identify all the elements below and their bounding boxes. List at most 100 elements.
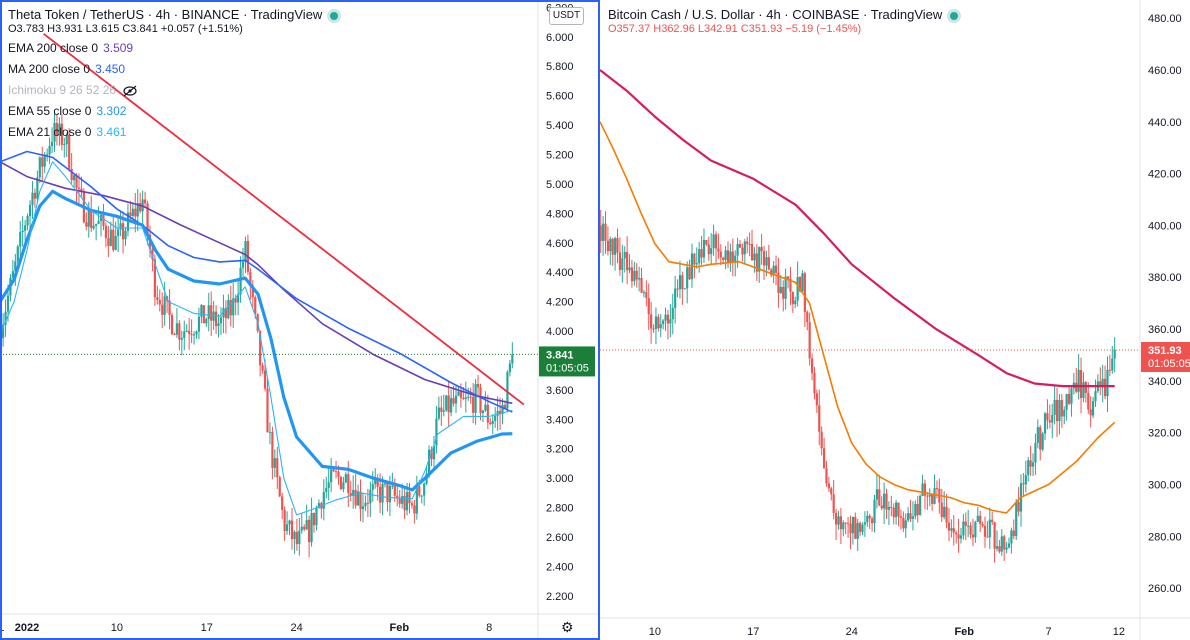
candle-body [746,241,749,244]
candle-body [408,492,411,504]
candle-body [1077,369,1080,392]
candle-body [266,388,269,433]
candle-body [774,265,778,273]
candle-body [854,516,857,539]
candle-body [163,296,166,315]
candle-body [669,319,672,324]
candle-body [1058,400,1061,422]
price-tick-label: 4.400 [546,267,574,279]
candle-body [11,271,14,278]
candle-body [295,531,298,545]
candle-body [156,297,159,300]
indicator-row[interactable]: Ichimoku 9 26 52 26 [8,80,338,101]
candle-body [102,214,105,226]
candle-body [43,154,46,167]
candle-body [919,495,922,516]
candle-body [285,524,289,531]
candle-body [192,334,196,336]
candle-body [200,305,203,317]
price-tick-label: 6.000 [546,32,574,44]
bch-symbol-title[interactable]: Bitcoin Cash / U.S. Dollar · 4h · COINBA… [608,7,943,22]
candle-body [707,244,710,255]
candle-body [686,267,689,289]
currency-button[interactable]: USDT [549,7,584,25]
candle-body [134,208,137,217]
candle-body [1051,414,1054,423]
time-tick-label: Feb [390,622,410,634]
bch-chart-pane[interactable]: 480.00 460.00 440.00 420.00 400.00 380.00 360.… [600,0,1190,640]
candle-body [63,143,66,145]
eye-off-icon[interactable] [116,83,138,97]
candle-body [717,248,720,252]
candle-body [767,257,770,270]
candle-body [681,275,684,290]
candle-body [832,494,835,513]
candle-body [827,483,830,489]
price-tick-label: 4.000 [546,326,574,338]
indicator-label: EMA 200 close 0 [8,41,99,55]
candle-body [494,415,497,422]
candle-body [381,483,384,503]
gear-icon[interactable]: ⚙ [561,619,574,635]
bch-ohlc-values: O357.37 H362.96 L342.91 C351.93 −5.19 (−… [608,23,862,35]
time-tick-label: 24 [846,626,858,638]
candle-body [87,209,90,227]
countdown-value: 01:05:05 [1148,358,1190,370]
indicator-row[interactable]: EMA 21 close 0 3.461 [8,122,338,143]
candle-body [650,314,653,329]
price-tick-label: 380.00 [1148,272,1182,284]
candle-body [1079,369,1083,399]
indicator-row[interactable]: EMA 55 close 0 3.302 [8,101,338,122]
candle-body [815,393,818,406]
candle-body [750,243,754,261]
candle-body [325,488,328,493]
candle-body [121,223,125,240]
price-tick-label: 3.200 [546,444,574,456]
candle-body [440,407,443,412]
candle-body [621,258,624,270]
candle-body [967,525,970,527]
candle-body [887,506,891,510]
candle-body [1031,462,1035,467]
theta-legend: Theta Token / TetherUS · 4h · BINANCE · … [8,4,339,143]
theta-chart-pane[interactable]: 6.000 5.800 5.600 5.400 5.200 5.000 4.800 4.600… [0,0,600,640]
candle-body [736,244,739,256]
candle-body [312,512,316,526]
candle-body [170,314,174,335]
candle-body [459,391,463,398]
candle-body [214,311,218,327]
candle-body [979,515,982,524]
candle-body [616,238,619,253]
candle-body [229,299,232,316]
price-tick-label: 260.00 [1148,583,1182,595]
candle-body [1034,442,1037,463]
candle-body [219,317,223,324]
candle-body [705,239,708,245]
candle-body [104,225,108,239]
candle-body [388,485,392,503]
candle-body [131,208,134,216]
time-tick-label: Feb [954,626,974,638]
bch-chart[interactable]: 480.00 460.00 440.00 420.00 400.00 380.00 360.… [600,0,1190,640]
candle-body [359,491,362,510]
candle-body [734,255,737,262]
candle-body [995,546,999,549]
indicator-row[interactable]: EMA 200 close 0 3.509 [8,38,338,59]
indicator-row[interactable]: MA 200 close 0 3.450 [8,59,338,80]
theta-ohlc: O3.783 H3.931 L3.615 C3.841 +0.057 (+1.5… [8,21,338,38]
theta-symbol-title[interactable]: Theta Token / TetherUS · 4h · BINANCE · … [8,7,323,22]
candle-body [810,358,814,373]
candle-body [633,270,636,282]
theta-indicator-list: EMA 200 close 0 3.509 MA 200 close 0 3.450 I… [8,38,338,143]
candle-body [923,483,927,496]
candle-body [501,404,504,415]
time-tick-label: 7 [1046,626,1052,638]
candle-body [630,267,634,282]
candle-body [427,449,431,474]
candle-body [251,285,254,298]
candle-body [657,316,660,329]
candle-body [19,232,22,247]
theta-ohlc-values: O3.783 H3.931 L3.615 C3.841 +0.057 (+1.5… [8,23,243,35]
candle-body [664,314,667,321]
theta-chart[interactable]: 6.000 5.800 5.600 5.400 5.200 5.000 4.800 4.600… [0,0,600,640]
